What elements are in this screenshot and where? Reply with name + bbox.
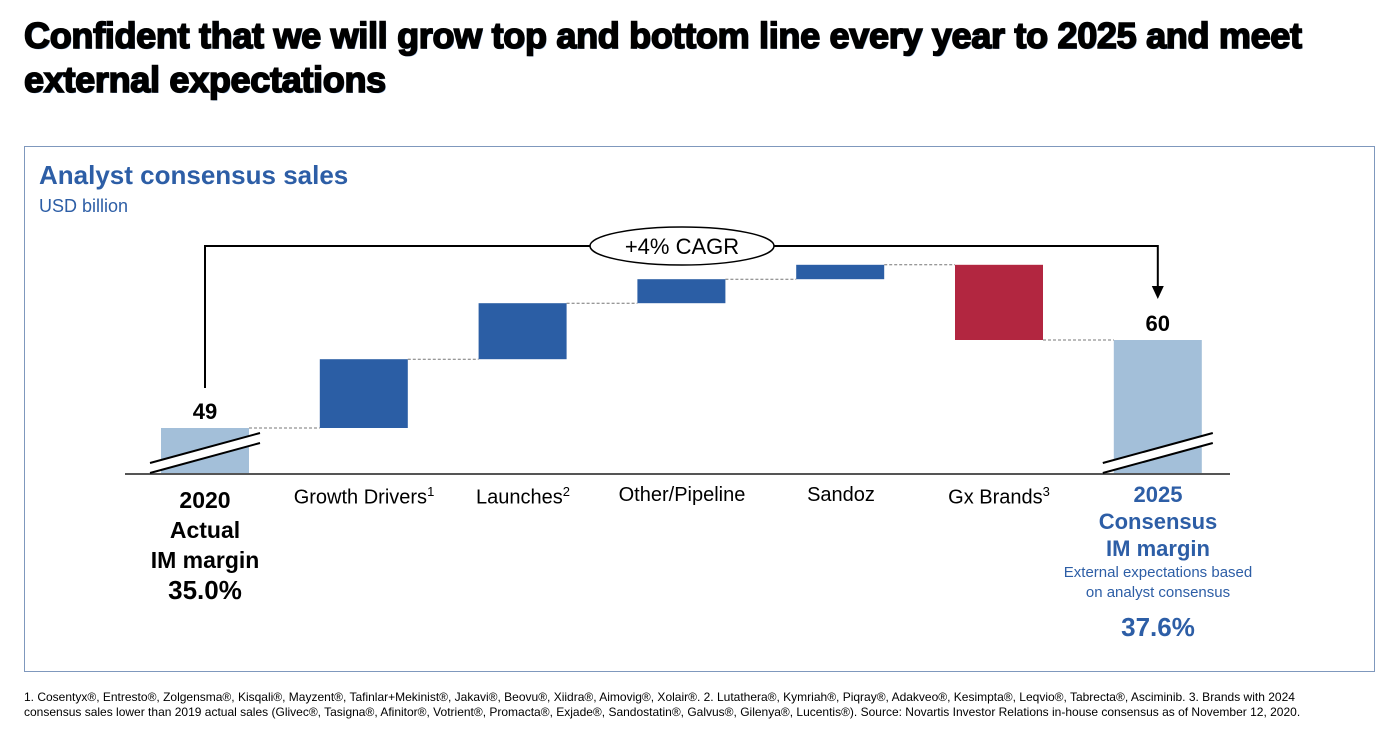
footnote-line1: 1. Cosentyx®, Entresto®, Zolgensma®, Kis… <box>24 690 1295 704</box>
end-margin-label: IM margin <box>1106 536 1210 561</box>
axis-break-mark <box>1102 442 1214 474</box>
footnote-ref: 1 <box>427 484 435 499</box>
chart-unit: USD billion <box>39 196 129 216</box>
start-margin-value: 35.0% <box>168 575 242 605</box>
data-label-end: 60 <box>1146 311 1170 336</box>
category-text: Growth Drivers <box>293 486 428 509</box>
end-year: 2025 <box>1133 482 1183 507</box>
axis-break-gap <box>150 433 260 473</box>
category-label-growth-drivers: Growth Drivers1 <box>264 484 464 510</box>
bar-growth-drivers <box>319 359 408 428</box>
start-year: 2020 <box>179 487 231 513</box>
bar-launches <box>478 303 567 360</box>
end-note-line1: External expectations based <box>1063 564 1253 581</box>
category-text: Other/Pipeline <box>618 484 746 506</box>
category-text: Sandoz <box>807 484 875 506</box>
axis-break-gap <box>1102 433 1213 473</box>
axis-break-mark <box>1102 432 1214 464</box>
category-label-other-pipeline: Other/Pipeline <box>582 484 782 507</box>
category-label-sandoz: Sandoz <box>741 484 941 507</box>
footnote-ref: 2 <box>562 484 570 499</box>
cagr-label: +4% CAGR <box>625 234 739 259</box>
start-kind: Actual <box>169 517 241 543</box>
bar-other-pipeline <box>637 279 726 304</box>
chart-panel <box>24 146 1375 672</box>
category-label-gx-brands: Gx Brands3 <box>899 484 1099 510</box>
bar-gx-brands <box>955 264 1043 340</box>
category-label-launches: Launches2 <box>423 484 623 510</box>
end-kind: Consensus <box>1098 509 1218 534</box>
cagr-arrowhead <box>1151 286 1164 299</box>
end-note-line2: on analyst consensus <box>1085 584 1231 601</box>
footnote-ref: 3 <box>1042 484 1050 499</box>
slide-title: Confident that we will grow top and bott… <box>23 14 1303 101</box>
bar-sandoz <box>796 264 885 280</box>
data-label-start: 49 <box>193 399 217 424</box>
start-label: 2020 Actual IM margin 35.0% <box>105 485 305 605</box>
category-text: Gx Brands <box>948 486 1043 509</box>
axis-break-mark <box>149 432 261 464</box>
end-margin-value: 37.6% <box>1121 612 1195 642</box>
start-margin-label: IM margin <box>150 547 260 573</box>
footnote: 1. Cosentyx®, Entresto®, Zolgensma®, Kis… <box>24 690 1374 720</box>
end-label: 2025 Consensus IM margin External expect… <box>1058 481 1258 643</box>
category-text: Launches <box>476 486 563 509</box>
footnote-line2: consensus sales lower than 2019 actual s… <box>24 705 1301 719</box>
axis-break-mark <box>149 442 261 474</box>
cagr-bubble <box>589 226 775 266</box>
chart-title: Analyst consensus sales <box>39 160 349 190</box>
